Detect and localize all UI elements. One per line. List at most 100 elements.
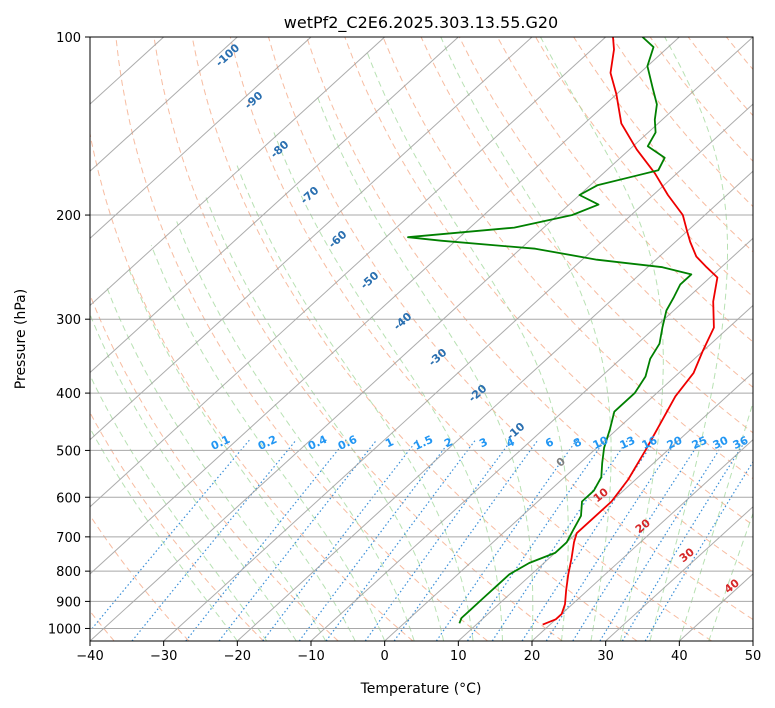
- dry-adiabat-line: [90, 131, 414, 641]
- dry-adiabat-line: [268, 37, 753, 621]
- y-tick-label: 200: [56, 209, 81, 224]
- y-tick-label: 400: [56, 387, 81, 402]
- y-tick-label: 100: [56, 31, 81, 46]
- dry-adiabat-label: -30: [426, 346, 450, 369]
- dry-adiabat-line: [765, 37, 775, 641]
- isotherm-line: [90, 37, 386, 307]
- x-tick-label: 40: [671, 649, 688, 664]
- y-axis-ticks: 100 200 300 400 500 600 700 800 900 1000: [48, 31, 90, 637]
- x-axis-label: Temperature (°C): [360, 681, 482, 697]
- dry-adiabat-line: [611, 37, 753, 208]
- mixing-ratio-line: [298, 439, 452, 641]
- isotherm-line: [384, 304, 753, 641]
- dry-adiabat-label: -70: [298, 184, 322, 207]
- moist-adiabat-label: 10: [591, 485, 611, 505]
- temperature-profile-line: [542, 37, 719, 626]
- y-tick-label: 700: [56, 531, 81, 546]
- moist-adiabat-line: [150, 245, 386, 641]
- mixing-ratio-line: [364, 439, 512, 641]
- mixing-ratio-label: 0.1: [209, 433, 232, 453]
- dry-adiabat-line: [90, 514, 190, 641]
- x-axis-ticks: −40 −30 −20 −10 0 10 20 30 40 50: [76, 641, 761, 664]
- dry-adiabat-line: [153, 37, 563, 641]
- mixing-ratio-label: 0.4: [306, 433, 329, 453]
- mixing-ratio-label: 25: [690, 434, 709, 452]
- isotherm-line: [90, 37, 607, 508]
- isotherm-line: [90, 37, 753, 641]
- mixing-ratio-line: [393, 439, 539, 641]
- x-tick-label: 20: [524, 649, 541, 664]
- mixing-ratio-label: 8: [571, 435, 583, 450]
- y-tick-label: 600: [56, 491, 81, 506]
- grid-lines: [90, 37, 753, 641]
- isotherm-line: [310, 237, 753, 641]
- moist-adiabat-line: [316, 94, 534, 641]
- dry-adiabat-line: [649, 37, 753, 162]
- dry-adiabat-line: [535, 37, 753, 298]
- moist-adiabat-line: [365, 49, 569, 641]
- mixing-ratio-label: 0.6: [336, 433, 359, 453]
- moist-adiabat-line: [204, 194, 445, 641]
- dry-adiabat-label: -80: [268, 138, 292, 161]
- y-tick-label: 800: [56, 565, 81, 580]
- y-axis-label: Pressure (hPa): [13, 289, 29, 389]
- mixing-ratio-line: [644, 460, 753, 641]
- mixing-ratio-line: [218, 439, 378, 641]
- mixing-ratio-line: [491, 439, 629, 641]
- x-tick-label: 10: [450, 649, 467, 664]
- dry-adiabat-line: [496, 37, 753, 343]
- isotherm-line: [163, 103, 753, 641]
- isotherm-line: [531, 438, 753, 641]
- y-tick-label: 300: [56, 313, 81, 328]
- isotherm-line: [90, 37, 312, 240]
- mixing-ratio-line: [521, 439, 656, 641]
- mixing-ratio-label: 16: [640, 434, 660, 452]
- x-tick-label: −40: [76, 649, 103, 664]
- dry-adiabat-line: [90, 411, 264, 641]
- moist-adiabat-line: [176, 221, 415, 641]
- dry-adiabat-line: [344, 37, 753, 526]
- mixing-ratio-line: [435, 439, 578, 641]
- dry-adiabat-line: [115, 37, 488, 641]
- moist-adiabat-label: 30: [677, 545, 697, 565]
- background-guide-lines: [90, 37, 775, 641]
- mixing-ratio-line: [262, 439, 418, 641]
- mixing-ratio-label: 10: [591, 434, 611, 452]
- moist-adiabat-line: [540, 37, 664, 641]
- isotherm-line: [90, 37, 238, 172]
- moist-adiabat-line: [678, 400, 753, 641]
- moist-adiabat-line: [90, 313, 297, 641]
- y-tick-label: 1000: [48, 622, 81, 637]
- mixing-ratio-line: [599, 439, 727, 641]
- moist-adiabat-line: [649, 37, 728, 641]
- isotherm-line: [90, 37, 680, 575]
- dry-adiabat-line: [306, 37, 753, 573]
- moist-adiabat-line: [127, 267, 356, 641]
- isotherm-line: [90, 37, 459, 374]
- isotherm-line: [457, 371, 753, 641]
- mixing-ratio-line: [545, 439, 678, 641]
- mixing-ratio-line: [90, 439, 251, 632]
- x-tick-label: 30: [597, 649, 614, 664]
- moist-adiabat-line: [90, 427, 238, 641]
- mixing-ratio-label: 13: [618, 434, 637, 452]
- dry-adiabat-label: -100: [213, 41, 242, 69]
- mixing-ratio-line: [325, 439, 476, 641]
- x-tick-label: −10: [297, 649, 324, 664]
- mixing-ratio-label: 0.2: [256, 433, 279, 453]
- dry-adiabat-label: -50: [358, 269, 382, 292]
- mixing-ratio-label: 1: [383, 435, 395, 450]
- dry-adiabat-line: [420, 37, 753, 434]
- sounding-profiles: [407, 37, 719, 626]
- isotherm-line: [90, 37, 533, 441]
- x-tick-label: −20: [224, 649, 251, 664]
- isotherm-line: [752, 640, 753, 641]
- x-tick-label: 50: [745, 649, 762, 664]
- dry-adiabat-line: [191, 37, 638, 641]
- mixing-ratio-label: 20: [665, 434, 685, 452]
- moist-adiabat-line: [106, 287, 327, 641]
- guide-labels: -100-90-80-70-60-50-40-30-20-100.1 0.2 0.4…: [209, 41, 751, 596]
- y-tick-label: 500: [56, 444, 81, 459]
- dry-adiabat-label: -20: [466, 382, 490, 405]
